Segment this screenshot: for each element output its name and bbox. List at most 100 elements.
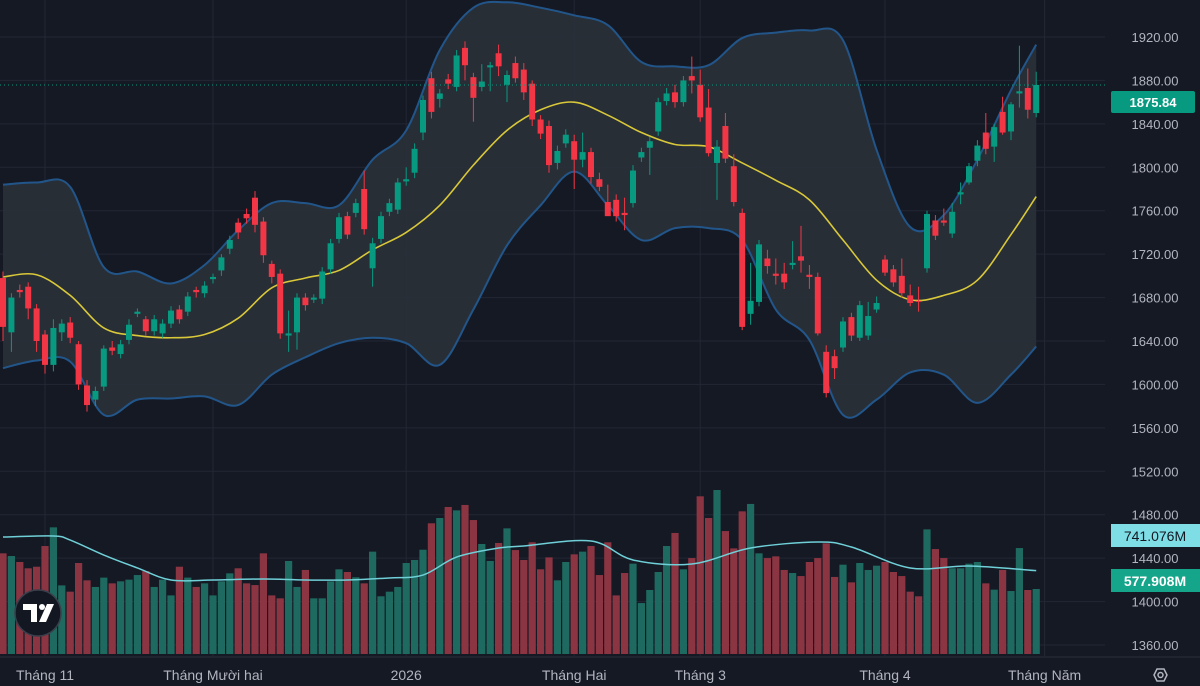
candle <box>957 182 964 205</box>
volume-bar <box>276 598 284 654</box>
volume-bar <box>1007 591 1015 654</box>
candle <box>604 184 611 217</box>
candle <box>966 162 972 185</box>
volume-bar <box>831 576 839 654</box>
candle-body <box>924 213 930 269</box>
settings-hexagon-icon[interactable] <box>1153 668 1168 682</box>
candle-body <box>823 351 830 394</box>
volume-bar <box>184 577 192 654</box>
candle-body <box>134 311 141 314</box>
candle <box>294 293 300 350</box>
volume-bar <box>495 542 503 654</box>
candle <box>663 88 670 106</box>
volume-bar <box>234 568 242 654</box>
candle <box>302 293 309 311</box>
candle-body <box>596 179 603 187</box>
volume-bar <box>49 527 57 654</box>
candle-body <box>193 289 200 293</box>
candle-body <box>109 347 116 351</box>
candle <box>789 241 796 270</box>
candle <box>781 262 788 289</box>
bollinger-basis-line <box>2 101 1037 339</box>
candle-body <box>655 102 662 132</box>
time-tick-label: 2026 <box>391 667 422 683</box>
price-tick-label: 1400.00 <box>1132 595 1179 610</box>
volume-bar <box>142 570 150 654</box>
candle <box>882 255 888 276</box>
candle-body <box>562 134 569 144</box>
volume-bar <box>486 560 494 654</box>
candle-body <box>142 319 149 332</box>
volume-bar <box>159 579 167 654</box>
candle <box>571 134 578 189</box>
volume-bar <box>646 589 654 654</box>
candle <box>67 317 74 344</box>
candle <box>487 61 494 92</box>
candle-body <box>957 192 964 195</box>
candle-body <box>235 222 242 233</box>
candle <box>92 386 99 407</box>
volume-bar <box>579 551 587 654</box>
candle <box>991 123 998 162</box>
candle <box>873 296 880 313</box>
last-volume-text: 577.908M <box>1124 573 1186 589</box>
candle-body <box>613 199 620 217</box>
volume-bar <box>763 558 771 654</box>
volume-bar <box>999 569 1007 654</box>
candle-body <box>840 321 846 348</box>
candle-body <box>798 256 804 261</box>
volume-ma-label: 741.076M <box>1111 524 1200 547</box>
price-axis[interactable]: 1920.00 1880.00 1840.00 1800.00 1760.00 1720.… <box>1132 30 1179 653</box>
candle <box>411 143 418 179</box>
candle <box>840 317 846 352</box>
candle <box>890 264 897 287</box>
candle <box>0 271 6 341</box>
candle-body <box>865 316 872 336</box>
candle <box>84 380 90 412</box>
time-axis[interactable]: Tháng 11 Tháng Mười hai 2026 Tháng Hai Tháng… <box>16 667 1081 683</box>
candle <box>252 191 258 233</box>
candle <box>672 84 678 108</box>
candle <box>1008 102 1014 141</box>
price-tick-label: 1480.00 <box>1132 508 1179 523</box>
volume-bar <box>469 520 477 654</box>
candle <box>75 340 82 390</box>
candle <box>58 319 65 341</box>
volume-bar <box>293 586 301 654</box>
candle <box>613 194 620 222</box>
volume-bar <box>587 546 595 654</box>
candle-body <box>470 77 477 98</box>
candle-body <box>344 216 351 235</box>
volume-bar <box>209 595 217 654</box>
volume-bar <box>402 562 410 654</box>
candle <box>369 237 376 287</box>
volume-bar <box>629 563 637 654</box>
volume-bar <box>318 598 326 654</box>
volume-bar <box>427 523 435 654</box>
volume-bar <box>1024 589 1032 654</box>
candle <box>1033 71 1040 118</box>
candle-body <box>898 275 905 294</box>
candle-body <box>915 300 922 302</box>
volume-bar <box>108 583 116 654</box>
volume-bar <box>747 503 755 654</box>
candle <box>915 286 922 312</box>
volume-bar <box>0 553 7 654</box>
candle-body <box>604 202 611 217</box>
volume-bar <box>117 581 125 654</box>
volume-bar <box>66 591 74 654</box>
candle <box>428 71 435 119</box>
candle-body <box>705 107 712 154</box>
candle-body <box>84 385 90 406</box>
candle-body <box>688 76 695 81</box>
candle-body <box>806 274 813 277</box>
tradingview-logo[interactable] <box>14 589 62 637</box>
candle-body <box>764 258 771 267</box>
volume-bar <box>805 561 813 654</box>
candle <box>655 97 662 136</box>
volume-bar <box>243 583 251 654</box>
candle <box>730 154 737 207</box>
candle-body <box>403 179 410 182</box>
volume-bar <box>1032 588 1040 654</box>
